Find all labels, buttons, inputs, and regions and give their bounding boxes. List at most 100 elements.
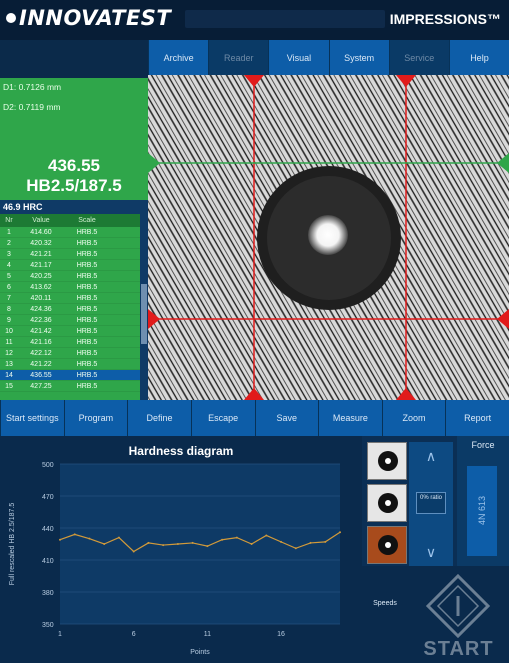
row-number: 6	[7, 284, 11, 291]
handle-left-red[interactable]	[148, 309, 160, 329]
hardness-value: 436.55	[48, 156, 100, 175]
data-point	[103, 543, 106, 545]
handle-right-green[interactable]	[497, 153, 509, 173]
tab-archive[interactable]: Archive	[148, 40, 209, 75]
data-point	[250, 543, 253, 545]
y-tick-label: 410	[42, 558, 54, 565]
data-point	[147, 541, 150, 544]
data-point	[235, 536, 238, 539]
table-row[interactable]: 7 420.11 HRB.5	[0, 293, 148, 304]
row-number: 10	[5, 328, 13, 335]
table-row[interactable]: 11 421.16 HRB.5	[0, 337, 148, 348]
force-selector[interactable]: 4N 613	[467, 466, 497, 556]
measure-button[interactable]: Measure	[318, 400, 382, 436]
table-row[interactable]: 8 424.36 HRB.5	[0, 304, 148, 315]
row-value: 424.36	[30, 306, 52, 313]
force-title: Force	[471, 440, 495, 450]
data-point	[88, 537, 91, 540]
objective-1[interactable]	[367, 442, 407, 480]
speed-panel[interactable]: Speeds	[362, 566, 408, 663]
tab-help[interactable]: Help	[448, 40, 509, 75]
zoom-button[interactable]: Zoom	[381, 400, 446, 436]
handle-right-red[interactable]	[497, 309, 509, 329]
logo-text: INNOVATEST	[19, 6, 172, 30]
program-button[interactable]: Program	[63, 400, 128, 436]
report-button[interactable]: Report	[445, 400, 509, 436]
row-number: 8	[7, 306, 11, 313]
ratio-label[interactable]: 0% ratio	[416, 492, 446, 514]
data-point	[221, 538, 224, 541]
row-scale: HRB.5	[76, 262, 98, 269]
y-tick-label: 470	[42, 494, 54, 501]
start-button[interactable]: START	[408, 566, 509, 663]
force-value: 4N 613	[477, 496, 487, 526]
row-value: 414.60	[30, 229, 52, 236]
row-scale: HRB.5	[76, 372, 98, 379]
header: INNOVATEST IMPRESSIONS™	[0, 0, 509, 40]
start-settings-button[interactable]: Start settings	[0, 400, 64, 436]
table-row[interactable]: 3 421.21 HRB.5	[0, 249, 148, 260]
row-value: 421.42	[30, 328, 52, 335]
tab-system[interactable]: System	[328, 40, 389, 75]
table-scrollbar[interactable]	[140, 214, 148, 440]
table-row[interactable]: 6 413.62 HRB.5	[0, 282, 148, 293]
row-value: 420.11	[30, 295, 52, 302]
data-point	[324, 540, 327, 543]
innovatest-logo: INNOVATEST	[6, 6, 171, 30]
speed-label: Speeds	[373, 600, 397, 607]
chevron-up-icon[interactable]: ∧	[425, 448, 437, 464]
table-row[interactable]: 10 421.42 HRB.5	[0, 326, 148, 337]
table-row[interactable]: 13 421.22 HRB.5	[0, 359, 148, 370]
table-row[interactable]: 4 421.17 HRB.5	[0, 260, 148, 271]
table-row[interactable]: 12 422.12 HRB.5	[0, 348, 148, 359]
handle-bottom-right[interactable]	[396, 388, 416, 400]
scroll-thumb[interactable]	[141, 284, 147, 344]
tab-visual[interactable]: Visual	[268, 40, 329, 75]
hrc-conversion: 46.9 HRC	[0, 200, 148, 214]
hardness-chart: Full rescaled HB 2.5/187.5 Points 500 470…	[9, 462, 341, 656]
handle-left-green[interactable]	[148, 153, 160, 173]
tab-reader[interactable]: Reader	[208, 40, 269, 75]
table-row[interactable]: 2 420.32 HRB.5	[0, 238, 148, 249]
save-button[interactable]: Save	[254, 400, 319, 436]
row-scale: HRB.5	[76, 240, 98, 247]
data-point	[73, 533, 76, 536]
x-tick-label: 16	[277, 631, 285, 638]
handle-top-left[interactable]	[244, 75, 264, 87]
x-tick-label: 1	[58, 631, 62, 638]
camera-view[interactable]	[148, 75, 509, 400]
table-header: Nr Value Scale	[0, 214, 148, 227]
action-buttons: Start settings Program Define Escape Sav…	[0, 400, 509, 436]
row-value: 413.62	[30, 284, 52, 291]
y-tick-label: 440	[42, 526, 54, 533]
row-value: 427.25	[30, 383, 52, 390]
handle-bottom-left[interactable]	[244, 388, 264, 400]
table-row[interactable]: 5 420.25 HRB.5	[0, 271, 148, 282]
table-row[interactable]: 1 414.60 HRB.5	[0, 227, 148, 238]
indentation-image	[148, 75, 509, 400]
table-row[interactable]: 14 436.55 HRB.5	[0, 370, 148, 381]
objective-2[interactable]	[367, 484, 407, 522]
table-row[interactable]: 15 427.25 HRB.5	[0, 381, 148, 392]
indentation-highlight	[308, 215, 348, 255]
handle-top-right[interactable]	[396, 75, 416, 87]
define-button[interactable]: Define	[127, 400, 191, 436]
data-point	[191, 541, 194, 544]
impressions-brand: IMPRESSIONS™	[389, 11, 501, 27]
objective-3[interactable]	[367, 526, 407, 564]
row-value: 436.55	[30, 372, 52, 379]
data-point	[280, 540, 283, 543]
escape-button[interactable]: Escape	[190, 400, 255, 436]
objective-thumbnails	[367, 442, 407, 566]
row-scale: HRB.5	[76, 251, 98, 258]
table-row[interactable]: 9 422.36 HRB.5	[0, 315, 148, 326]
tab-service[interactable]: Service	[388, 40, 449, 75]
row-value: 420.32	[30, 240, 52, 247]
row-scale: HRB.5	[76, 339, 98, 346]
chevron-down-icon[interactable]: ∨	[425, 544, 437, 560]
header-title	[185, 10, 385, 28]
row-number: 5	[7, 273, 11, 280]
x-axis-label: Points	[190, 649, 210, 656]
hardness-scale: HB2.5/187.5	[26, 176, 122, 195]
